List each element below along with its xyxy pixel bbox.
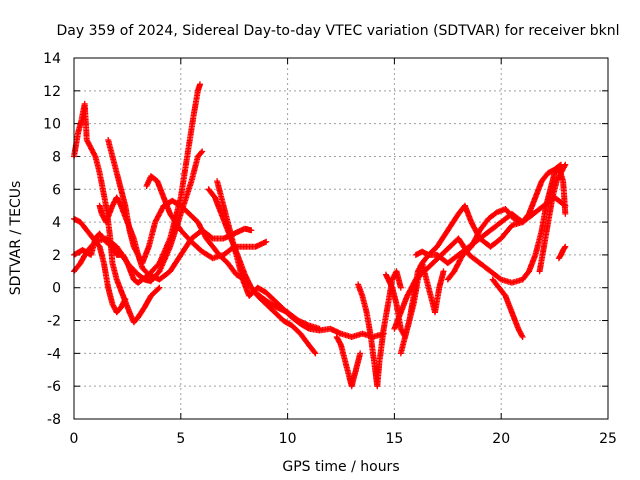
data-point-markers	[214, 178, 387, 340]
series-track-6	[105, 137, 255, 283]
x-tick-labels: 0 5 10 15 20 25	[70, 431, 617, 447]
x-tick-label: 10	[279, 431, 297, 447]
y-tick-label: 14	[43, 51, 61, 67]
data-point-markers	[71, 100, 163, 326]
y-tick-label: 12	[43, 84, 61, 100]
y-tick-label: 8	[52, 149, 61, 165]
data-series	[71, 81, 569, 390]
y-tick-labels: -8 -6 -4 -2 0 2 4 6 8 10 12 14	[43, 51, 61, 428]
y-tick-label: -6	[47, 379, 61, 395]
data-point-markers	[489, 276, 526, 340]
series-track-20	[555, 243, 569, 262]
x-tick-label: 0	[70, 431, 79, 447]
y-tick-label: -8	[47, 412, 61, 428]
y-tick-label: 4	[52, 215, 61, 231]
x-tick-label: 15	[385, 431, 403, 447]
series-track-10	[333, 334, 364, 390]
chart-title: Day 359 of 2024, Sidereal Day-to-day VTE…	[57, 23, 620, 39]
y-tick-label: -4	[47, 346, 61, 362]
y-tick-label: 6	[52, 182, 61, 198]
y-tick-label: 0	[52, 281, 61, 297]
x-tick-label: 20	[492, 431, 510, 447]
series-track-17	[489, 276, 526, 340]
y-tick-label: 2	[52, 248, 61, 264]
y-tick-label: 10	[43, 117, 61, 133]
series-track-19	[536, 161, 569, 275]
x-tick-label: 25	[599, 431, 617, 447]
x-tick-label: 5	[176, 431, 185, 447]
series-track-16	[444, 161, 564, 283]
data-point-markers	[555, 243, 569, 262]
data-point-markers	[355, 268, 404, 390]
x-axis-label: GPS time / hours	[282, 459, 399, 475]
data-point-markers	[143, 173, 270, 262]
data-point-markers	[536, 161, 569, 275]
ticks	[73, 57, 609, 420]
data-point-markers	[333, 334, 364, 390]
series-track-7	[143, 173, 270, 262]
plot-frame	[73, 57, 609, 420]
grid	[74, 58, 608, 419]
series-track-1	[71, 100, 163, 326]
data-point-markers	[105, 137, 255, 283]
y-tick-label: -2	[47, 314, 61, 330]
series-track-9	[214, 178, 387, 340]
series-track-11	[355, 268, 404, 390]
y-axis-label: SDTVAR / TECUs	[8, 181, 24, 296]
data-point-markers	[444, 161, 564, 283]
